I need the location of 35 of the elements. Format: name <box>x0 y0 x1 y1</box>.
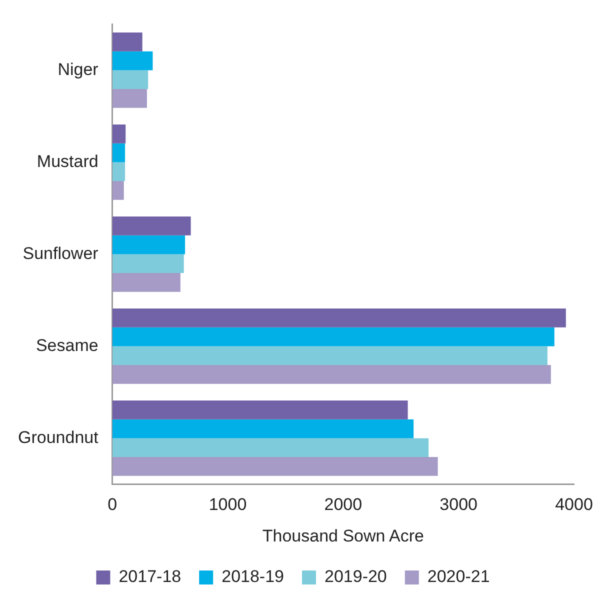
legend-label: 2017-18 <box>118 567 182 586</box>
x-tick-label: 0 <box>108 495 118 514</box>
bar <box>112 346 548 366</box>
bar <box>112 438 429 458</box>
bar <box>112 400 408 420</box>
bar <box>112 162 126 182</box>
bar <box>112 327 554 346</box>
bar <box>112 70 148 90</box>
legend-label: 2019-20 <box>324 567 387 586</box>
legend-label: 2018-19 <box>222 567 284 586</box>
bar <box>112 181 124 200</box>
x-tick-label: 1000 <box>208 495 247 514</box>
bar <box>112 273 180 292</box>
y-tick-label: Sunflower <box>22 244 99 263</box>
x-tick-label: 3000 <box>440 495 478 514</box>
bar <box>112 254 184 274</box>
x-tick-label: 4000 <box>555 495 593 514</box>
bar <box>112 365 551 384</box>
bar <box>112 235 186 254</box>
y-tick-label: Mustard <box>36 152 98 171</box>
bar <box>112 419 414 438</box>
bar <box>112 32 142 52</box>
bar <box>112 457 438 476</box>
y-tick-label: Sesame <box>36 336 98 355</box>
legend-label: 2020-21 <box>427 567 490 586</box>
bar <box>112 216 191 236</box>
bar <box>112 51 153 70</box>
y-tick-label: Niger <box>58 60 99 79</box>
bar <box>112 124 126 144</box>
x-tick-label: 2000 <box>324 495 362 514</box>
y-tick-label: Groundnut <box>18 428 99 447</box>
x-axis-title: Thousand Sown Acre <box>262 526 424 546</box>
bar <box>112 89 147 108</box>
bar <box>112 143 126 162</box>
bar <box>112 308 566 328</box>
